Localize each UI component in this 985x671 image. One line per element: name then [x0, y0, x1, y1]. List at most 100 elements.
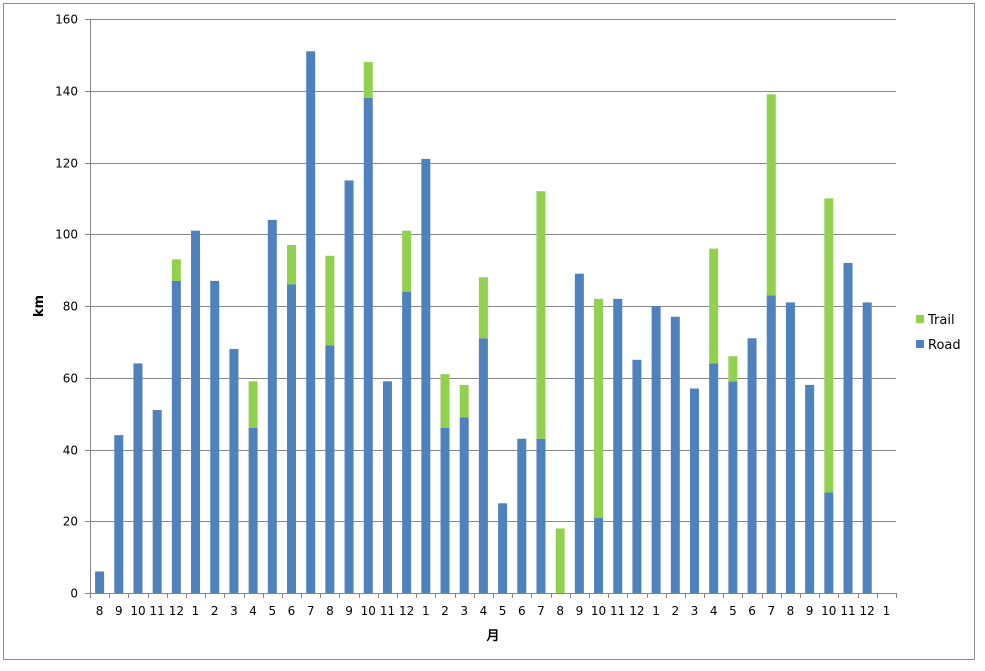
x-tick-label: 5 [499, 604, 507, 618]
x-tick-label: 12 [399, 604, 414, 618]
bar-road [709, 363, 719, 593]
bar-trail [709, 248, 719, 364]
x-tick-label: 11 [840, 604, 855, 618]
x-axis-label: 月 [485, 629, 499, 644]
x-tick-label: 9 [345, 604, 353, 618]
y-tick-label: 120 [55, 157, 78, 171]
y-axis-label: km [32, 295, 47, 317]
bar-trail [248, 381, 258, 428]
bar-road [517, 438, 527, 593]
y-tick-label: 100 [55, 228, 78, 242]
bar-road [651, 306, 661, 593]
x-tick-label: 8 [787, 604, 795, 618]
x-tick-label: 4 [710, 604, 718, 618]
legend-swatch-trail [916, 315, 924, 323]
y-tick-label: 0 [70, 587, 78, 601]
x-tick-label: 12 [629, 604, 644, 618]
y-tick-label: 80 [63, 300, 78, 314]
bar-road [248, 427, 258, 593]
bar-trail [440, 374, 450, 428]
x-tick-label: 2 [211, 604, 219, 618]
axes [90, 19, 897, 598]
y-tick-label: 160 [55, 13, 78, 27]
bar-road [267, 219, 277, 593]
gridlines [90, 19, 896, 522]
bar-road [344, 180, 354, 593]
x-tick-label: 1 [652, 604, 660, 618]
x-tick-label: 3 [230, 604, 238, 618]
bar-road [133, 363, 143, 593]
x-tick-label: 12 [169, 604, 184, 618]
bar-trail [402, 230, 412, 292]
bar-trail [363, 62, 373, 98]
bars [95, 51, 872, 594]
x-tick-label: 8 [326, 604, 334, 618]
bar-road [843, 262, 853, 593]
x-tick-label: 7 [767, 604, 775, 618]
x-tick-label: 2 [441, 604, 449, 618]
bar-road [478, 338, 488, 593]
y-tick-label: 140 [55, 85, 78, 99]
bar-road [574, 273, 584, 593]
bar-road [191, 230, 201, 593]
bar-trail [171, 259, 181, 281]
x-tick-label: 7 [307, 604, 315, 618]
x-tick-label: 10 [591, 604, 606, 618]
bar-road [363, 97, 373, 594]
bar-road [862, 302, 872, 593]
x-tick-label: 9 [576, 604, 584, 618]
x-tick-label: 1 [883, 604, 891, 618]
bar-road [382, 381, 392, 593]
bar-trail [459, 384, 469, 418]
bar-road [536, 438, 546, 593]
y-tick-label: 20 [63, 515, 78, 529]
x-tick-label: 10 [821, 604, 836, 618]
y-tick-label: 40 [63, 444, 78, 458]
x-tick-label: 12 [860, 604, 875, 618]
bar-road [594, 517, 604, 593]
bar-road [229, 349, 239, 593]
bar-road [171, 280, 181, 593]
bar-trail [824, 198, 834, 493]
bar-road [498, 503, 508, 593]
bar-road [325, 345, 335, 593]
bar-road [421, 158, 431, 593]
bar-road [95, 571, 105, 593]
x-tick-label: 10 [361, 604, 376, 618]
x-tick-label: 3 [460, 604, 468, 618]
bar-trail [555, 528, 565, 593]
bar-road [440, 427, 450, 593]
bar-road [632, 359, 642, 593]
x-tick-label: 9 [115, 604, 123, 618]
x-tick-label: 7 [537, 604, 545, 618]
x-tick-label: 5 [729, 604, 737, 618]
bar-road [805, 384, 815, 593]
x-tick-label: 10 [130, 604, 145, 618]
x-tick-label: 8 [556, 604, 564, 618]
x-tick-label: 1 [192, 604, 200, 618]
bar-trail [536, 191, 546, 439]
bar-trail [287, 245, 296, 285]
bar-road [287, 284, 296, 593]
legend-label-road: Road [928, 338, 961, 353]
bar-road [728, 381, 738, 593]
x-tick-label: 5 [268, 604, 276, 618]
y-tick-label: 60 [63, 372, 78, 386]
bar-road [766, 295, 776, 593]
legend-swatch-road [916, 340, 924, 348]
bar-trail [594, 298, 604, 518]
bar-road [785, 302, 795, 593]
bar-road [152, 410, 162, 593]
bar-road [670, 316, 680, 593]
bar-trail [728, 356, 738, 382]
y-tick-labels: 0 20 40 60 80 100 120 140 160 [55, 13, 90, 601]
x-tick-label: 6 [518, 604, 526, 618]
x-tick-label: 4 [480, 604, 488, 618]
x-tick-label: 1 [422, 604, 430, 618]
x-tick-label: 11 [150, 604, 165, 618]
legend: Trail Road [916, 313, 961, 353]
x-tick-label: 6 [288, 604, 296, 618]
x-tick-label: 3 [691, 604, 699, 618]
bar-road [747, 338, 757, 593]
